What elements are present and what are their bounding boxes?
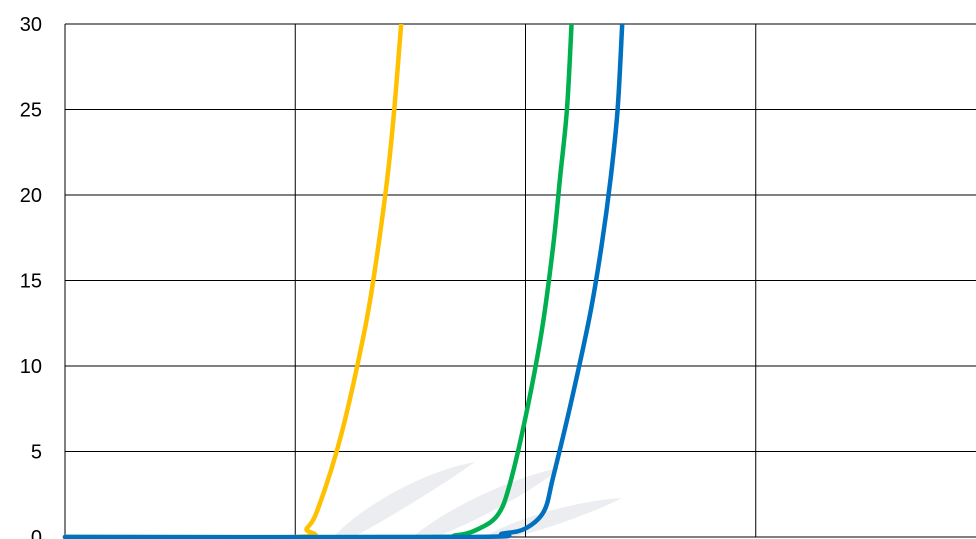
series-line-3 xyxy=(62,24,625,539)
y-tick-label-5: 5 xyxy=(31,442,42,464)
y-tick-label-10: 10 xyxy=(20,356,42,378)
grid xyxy=(64,23,976,538)
y-tick-label-0: 0 xyxy=(31,527,42,539)
y-axis-ticks: 0 5 10 15 20 25 30 xyxy=(20,14,42,539)
y-tick-label-20: 20 xyxy=(20,185,42,207)
y-tick-label-15: 15 xyxy=(20,271,42,293)
series xyxy=(62,24,625,539)
y-tick-label-30: 30 xyxy=(20,14,42,36)
y-tick-label-25: 25 xyxy=(20,100,42,122)
watermark-swoosh xyxy=(335,462,622,539)
